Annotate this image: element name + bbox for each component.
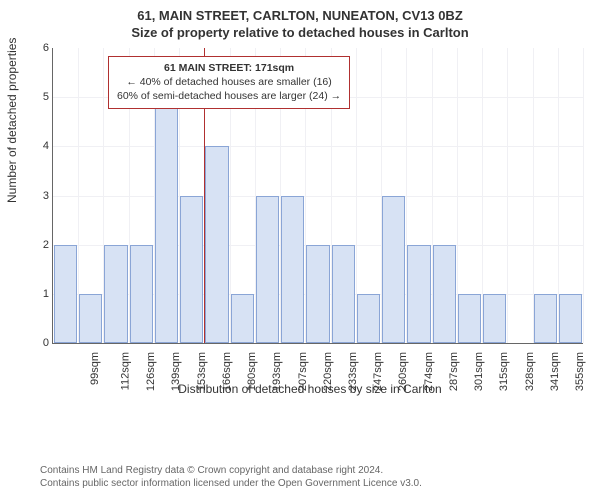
bar: [559, 294, 582, 343]
x-tick-label: 301sqm: [473, 352, 485, 391]
bar: [483, 294, 506, 343]
x-tick-label: 99sqm: [89, 352, 101, 385]
y-tick-label: 6: [35, 42, 49, 54]
x-tick-label: 274sqm: [423, 352, 435, 391]
x-tick-label: 341sqm: [549, 352, 561, 391]
info-box-title: 61 MAIN STREET: 171sqm: [117, 61, 341, 75]
info-box-line2: 60% of semi-detached houses are larger (…: [117, 89, 341, 103]
x-tick-label: 153sqm: [196, 352, 208, 391]
x-tick-label: 287sqm: [448, 352, 460, 391]
bar: [458, 294, 481, 343]
bar: [79, 294, 102, 343]
bar: [155, 97, 178, 343]
plot-area: 61 MAIN STREET: 171sqm ← 40% of detached…: [52, 48, 583, 344]
chart-container: Number of detached properties 61 MAIN ST…: [30, 48, 590, 398]
grid-line-horizontal: [53, 146, 583, 147]
y-axis-label: Number of detached properties: [5, 38, 19, 203]
x-tick-label: 139sqm: [170, 352, 182, 391]
footer-line2: Contains public sector information licen…: [40, 477, 422, 490]
grid-line-vertical: [583, 48, 584, 343]
bar: [534, 294, 557, 343]
x-tick-label: 233sqm: [347, 352, 359, 391]
page-subtitle: Size of property relative to detached ho…: [0, 23, 600, 40]
y-tick-label: 2: [35, 239, 49, 251]
bar: [281, 196, 304, 344]
bar: [54, 245, 77, 343]
x-tick-label: 193sqm: [271, 352, 283, 391]
y-tick-label: 4: [35, 140, 49, 152]
bar: [382, 196, 405, 344]
x-tick-label: 180sqm: [246, 352, 258, 391]
bar: [407, 245, 430, 343]
bar: [357, 294, 380, 343]
x-tick-label: 207sqm: [297, 352, 309, 391]
y-tick-label: 0: [35, 337, 49, 349]
page-title: 61, MAIN STREET, CARLTON, NUNEATON, CV13…: [0, 0, 600, 23]
grid-line-vertical: [507, 48, 508, 343]
x-tick-label: 220sqm: [322, 352, 334, 391]
bar: [332, 245, 355, 343]
y-tick-label: 3: [35, 190, 49, 202]
x-tick-label: 315sqm: [499, 352, 511, 391]
bar: [256, 196, 279, 344]
footer-line1: Contains HM Land Registry data © Crown c…: [40, 464, 422, 477]
x-tick-label: 260sqm: [398, 352, 410, 391]
grid-line-horizontal: [53, 196, 583, 197]
x-tick-label: 247sqm: [372, 352, 384, 391]
bar: [180, 196, 203, 344]
bar: [433, 245, 456, 343]
bar: [205, 146, 228, 343]
x-tick-label: 126sqm: [145, 352, 157, 391]
x-tick-label: 166sqm: [221, 352, 233, 391]
info-box-line1: ← 40% of detached houses are smaller (16…: [117, 75, 341, 89]
x-tick-label: 355sqm: [574, 352, 586, 391]
x-tick-label: 112sqm: [119, 352, 131, 390]
footer: Contains HM Land Registry data © Crown c…: [40, 464, 422, 490]
bar: [130, 245, 153, 343]
info-box: 61 MAIN STREET: 171sqm ← 40% of detached…: [108, 56, 350, 109]
bar: [104, 245, 127, 343]
y-tick-label: 1: [35, 288, 49, 300]
bar: [306, 245, 329, 343]
x-tick-label: 328sqm: [524, 352, 536, 391]
y-tick-label: 5: [35, 91, 49, 103]
bar: [231, 294, 254, 343]
